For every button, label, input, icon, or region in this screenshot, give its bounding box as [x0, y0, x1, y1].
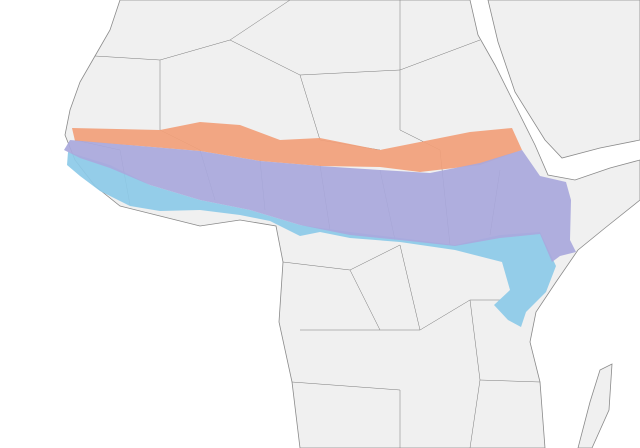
- range-breeding: [72, 122, 522, 172]
- range-year-round: [64, 140, 576, 262]
- madagascar: [577, 363, 613, 448]
- arabia: [487, 0, 640, 159]
